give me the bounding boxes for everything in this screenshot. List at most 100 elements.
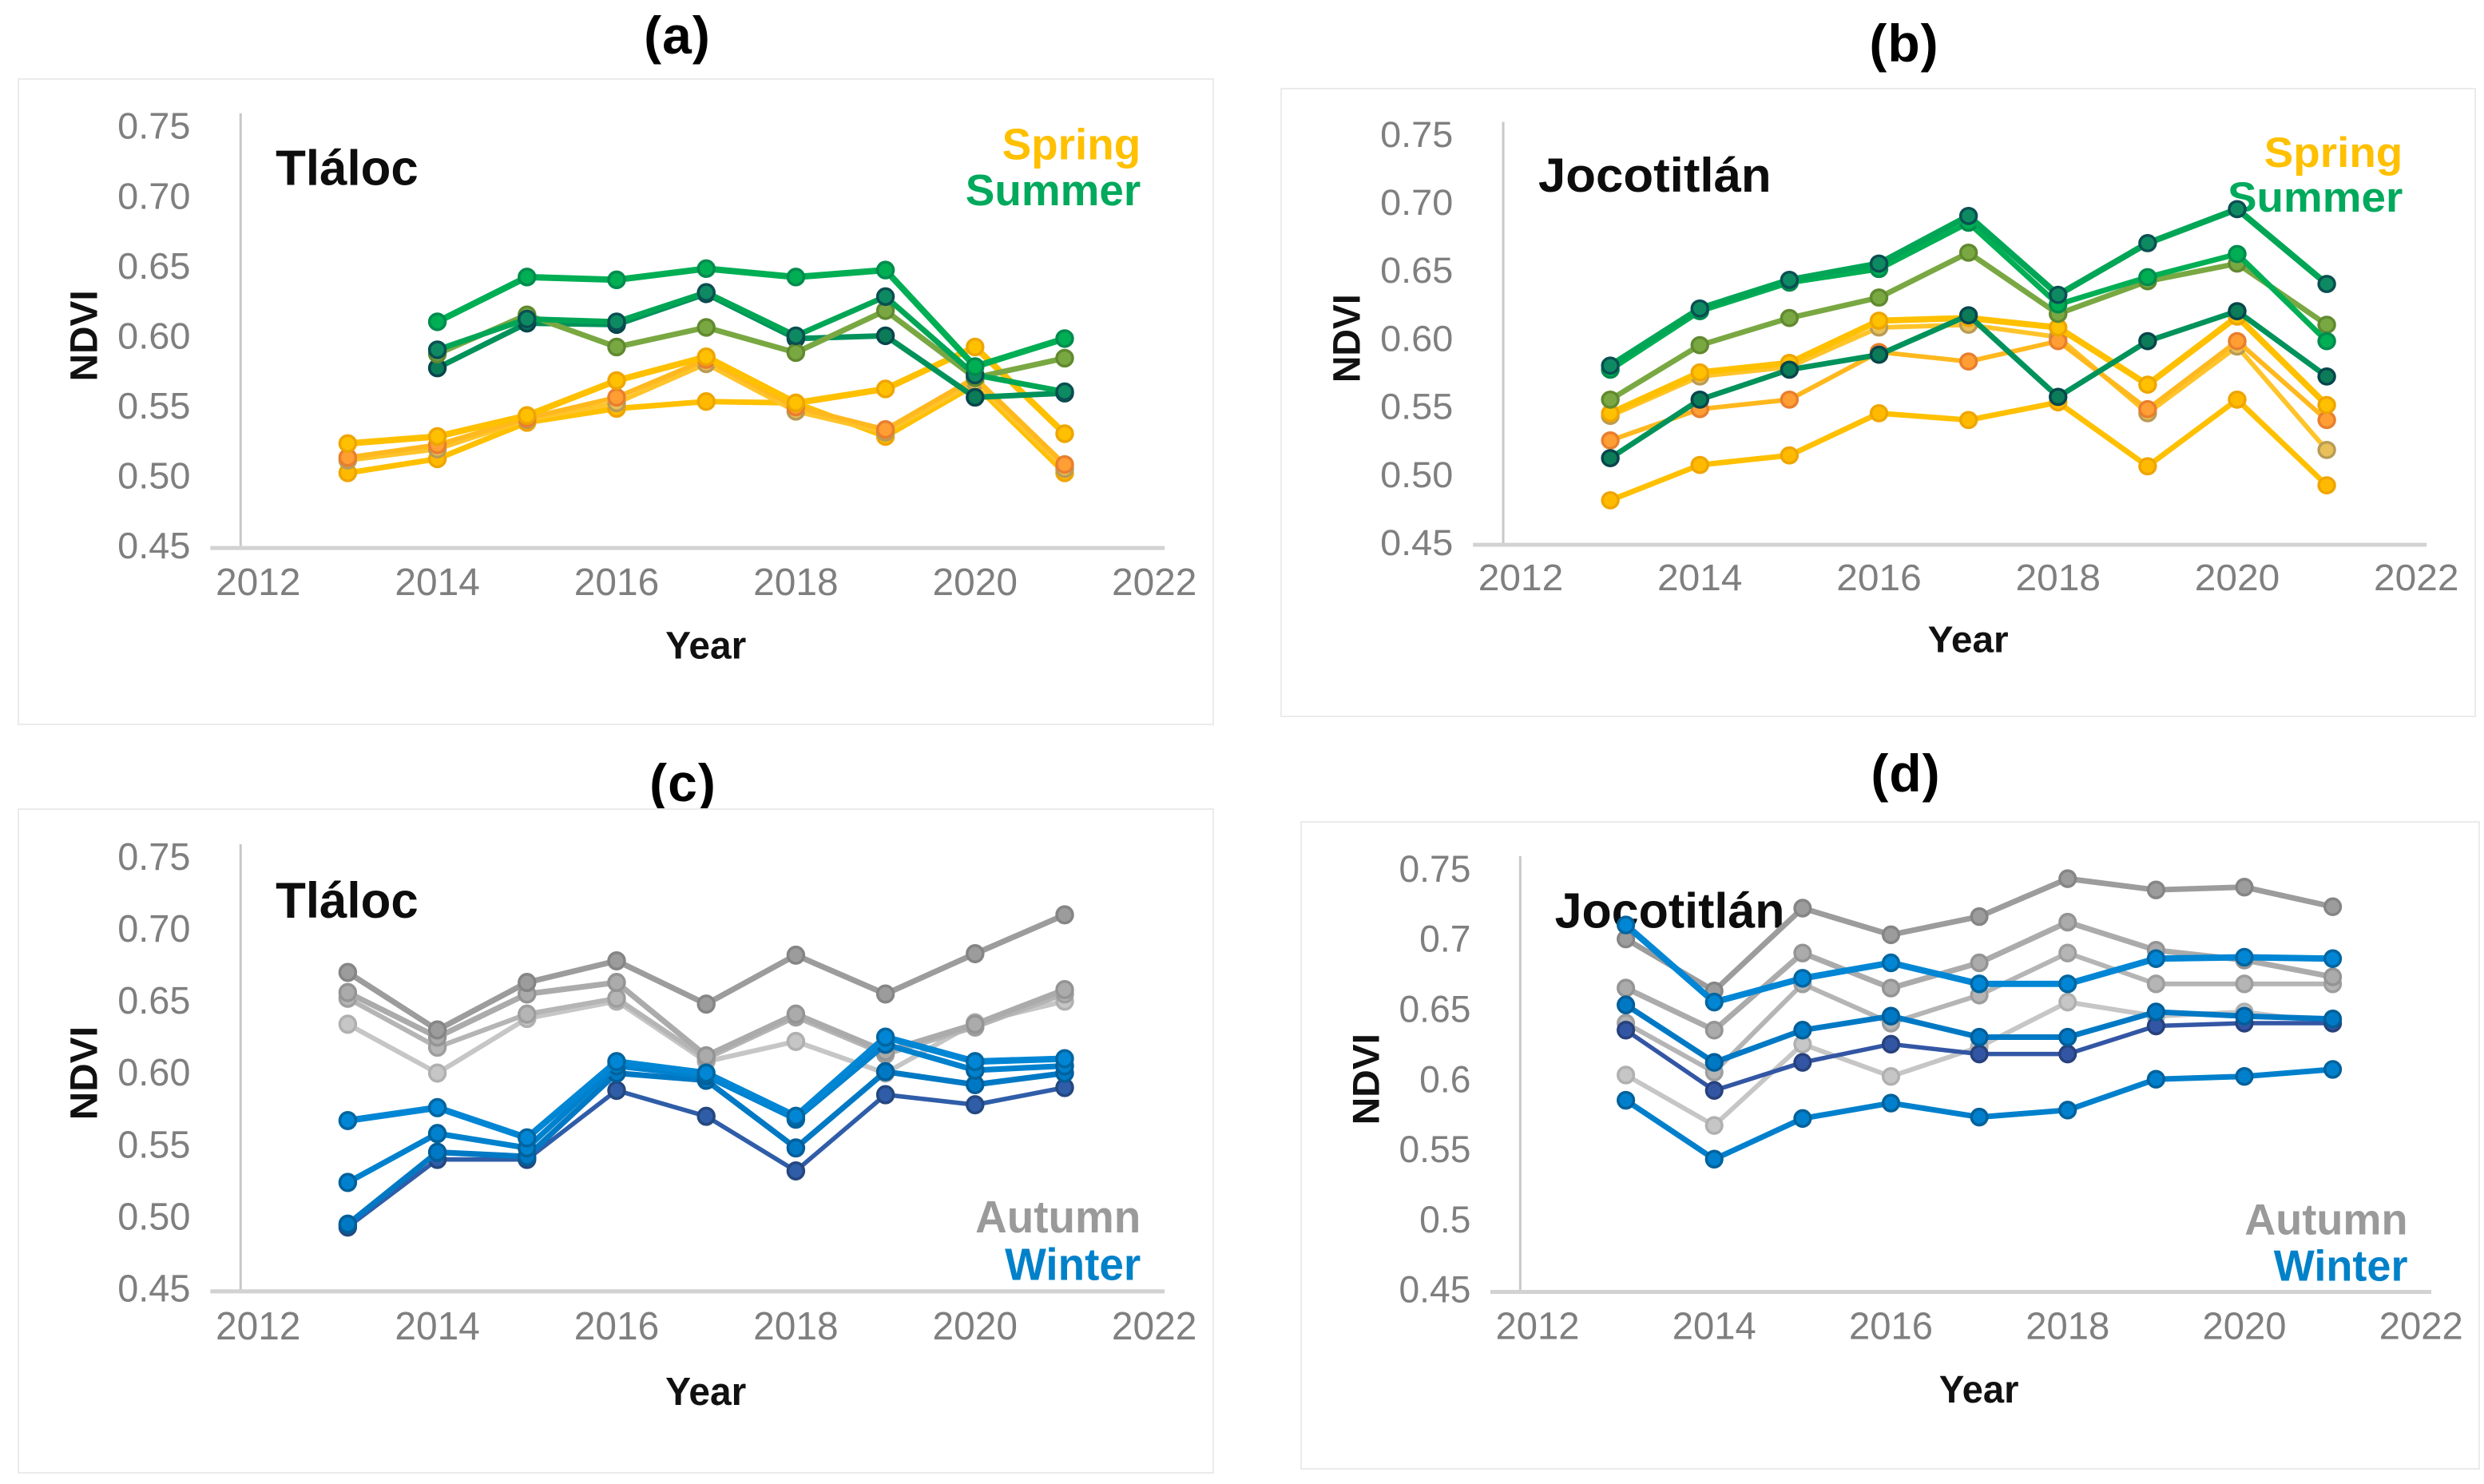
panel-c-label: (c) <box>649 753 716 812</box>
data-point <box>875 984 895 1004</box>
data-point <box>2235 947 2254 967</box>
data-point <box>1690 390 1709 409</box>
panel-a-chart: 0.75 0.70 0.65 0.60 0.55 0.50 0.45 2012 2014 2016… <box>18 78 1214 725</box>
legend-spring: Spring <box>2264 129 2403 176</box>
data-point <box>2228 244 2247 264</box>
data-point <box>1970 907 1989 927</box>
data-point <box>786 343 806 363</box>
data-point <box>2146 880 2165 899</box>
data-point <box>1793 1053 1812 1072</box>
data-point <box>696 259 716 279</box>
data-point <box>2317 411 2336 430</box>
data-point <box>607 312 626 331</box>
x-tick-label: 2014 <box>1657 557 1742 598</box>
data-point <box>1793 899 1812 918</box>
data-point <box>2049 285 2068 304</box>
data-point <box>966 1095 985 1115</box>
data-point <box>1617 1021 1636 1040</box>
y-tick-label: 0.60 <box>117 1052 190 1095</box>
data-point <box>875 1027 895 1047</box>
y-tick-label: 0.7 <box>1419 918 1470 959</box>
x-tick-label: 2020 <box>933 561 1018 604</box>
data-point <box>518 406 537 425</box>
data-point <box>1055 424 1074 443</box>
data-point <box>875 260 895 280</box>
y-tick-label: 0.65 <box>117 980 190 1023</box>
data-point <box>518 973 537 993</box>
data-point <box>2228 331 2247 351</box>
data-point <box>427 1063 447 1083</box>
x-tick-label: 2018 <box>753 1305 839 1349</box>
data-point <box>786 1031 806 1051</box>
chart-b: 0.75 0.70 0.65 0.60 0.55 0.50 0.45 2012 2014 2016… <box>1325 114 2458 661</box>
legend-autumn: Autumn <box>975 1192 1141 1242</box>
data-point <box>1958 306 1978 325</box>
y-tick-label: 0.70 <box>1380 182 1453 223</box>
x-tick-label: 2012 <box>1495 1305 1579 1347</box>
data-point <box>2049 387 2068 407</box>
data-point <box>2317 315 2336 335</box>
data-point <box>2138 457 2157 476</box>
data-point <box>1055 348 1074 368</box>
series-line-a-summer-2 <box>435 289 1068 395</box>
y-axis-title: NDVI <box>63 1026 105 1120</box>
data-point <box>786 945 806 965</box>
data-point <box>518 1128 537 1148</box>
data-point <box>786 1161 806 1181</box>
data-point <box>1881 1034 1901 1054</box>
data-point <box>1881 978 1901 998</box>
series-line-c-winter-3 <box>344 1069 1068 1228</box>
data-point <box>427 427 447 446</box>
data-point <box>2146 1002 2165 1022</box>
y-tick-label: 0.5 <box>1419 1199 1470 1240</box>
data-point <box>1601 431 1620 450</box>
data-point <box>875 326 895 346</box>
data-point <box>875 1061 895 1081</box>
chart-d: 0.75 0.7 0.65 0.6 0.55 0.5 0.45 2012 2014 2016 201… <box>1346 848 2463 1412</box>
data-point <box>1601 390 1620 409</box>
data-point <box>1793 969 1812 988</box>
x-tick-label: 2016 <box>574 561 659 604</box>
y-tick-label: 0.6 <box>1419 1058 1470 1100</box>
data-point <box>786 326 806 346</box>
data-point <box>2058 992 2077 1012</box>
data-point <box>2317 395 2336 415</box>
data-point <box>2235 877 2254 897</box>
y-tick-label: 0.75 <box>1380 114 1453 155</box>
y-tick-label: 0.55 <box>117 385 190 427</box>
data-point <box>338 1214 358 1234</box>
data-point <box>1869 254 1889 273</box>
data-point <box>427 1142 447 1162</box>
x-tick-label: 2022 <box>2379 1305 2463 1347</box>
data-point <box>966 357 985 376</box>
data-point <box>427 1020 447 1040</box>
x-tick-label: 2018 <box>2016 557 2101 598</box>
data-point <box>696 994 716 1014</box>
x-axis-title: Year <box>1939 1369 2019 1411</box>
data-point <box>2058 974 2077 994</box>
data-point <box>2138 268 2157 287</box>
x-tick-label: 2016 <box>1836 557 1921 598</box>
data-point <box>2228 390 2247 409</box>
panel-title: Tláloc <box>276 872 419 929</box>
data-point <box>2317 331 2336 351</box>
data-point <box>338 434 358 453</box>
data-point <box>1055 329 1074 348</box>
x-tick-label: 2020 <box>2195 557 2280 598</box>
panel-b-label: (b) <box>1869 14 1939 73</box>
y-tick-label: 0.45 <box>1380 522 1453 563</box>
x-tick-label: 2016 <box>574 1305 660 1349</box>
x-axis-title: Year <box>665 1371 746 1415</box>
data-point <box>696 1063 716 1083</box>
x-tick-label: 2014 <box>1673 1305 1756 1347</box>
data-point <box>1881 953 1901 973</box>
data-point <box>518 309 537 329</box>
y-axis-title: NDVI <box>1325 294 1368 383</box>
panel-d-label: (d) <box>1871 744 1941 803</box>
data-point <box>1617 978 1636 998</box>
y-tick-label: 0.45 <box>117 525 190 566</box>
x-tick-label: 2012 <box>216 561 300 604</box>
x-tick-label: 2012 <box>1478 557 1563 598</box>
x-tick-label: 2012 <box>216 1305 301 1349</box>
data-point <box>1780 271 1800 289</box>
